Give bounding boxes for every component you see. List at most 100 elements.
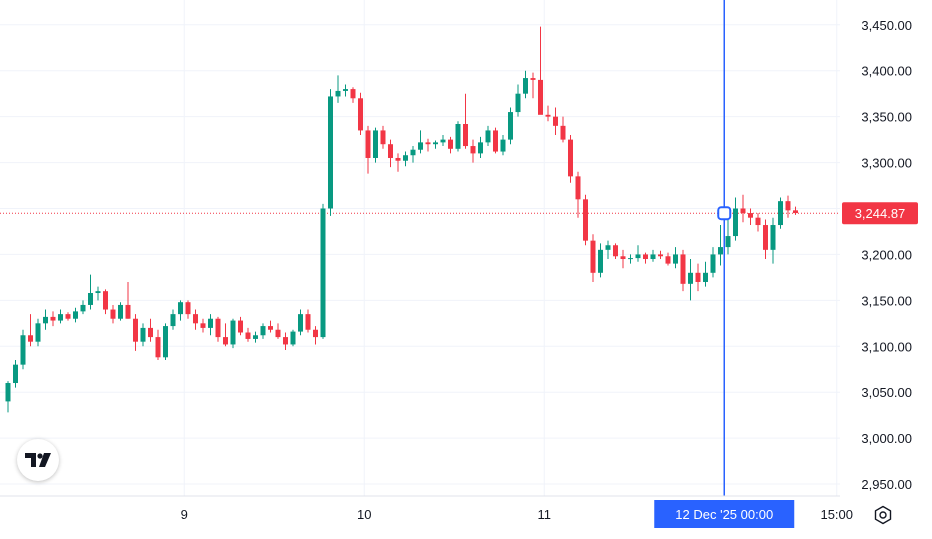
candle[interactable] — [343, 84, 348, 97]
candle[interactable] — [35, 318, 41, 347]
candle[interactable] — [305, 309, 311, 333]
candle[interactable] — [88, 274, 93, 310]
candle[interactable] — [335, 75, 341, 103]
candle[interactable] — [283, 332, 288, 350]
candle[interactable] — [380, 125, 386, 149]
candle[interactable] — [620, 249, 626, 269]
candle[interactable] — [403, 151, 408, 167]
candle[interactable] — [478, 136, 483, 158]
candle[interactable] — [193, 309, 198, 330]
candle[interactable] — [455, 121, 461, 152]
candle[interactable] — [43, 309, 48, 330]
candle[interactable] — [178, 300, 183, 321]
candle[interactable] — [268, 320, 273, 333]
candle[interactable] — [650, 249, 656, 262]
candle[interactable] — [613, 243, 618, 260]
candle[interactable] — [260, 323, 266, 339]
candle[interactable] — [725, 219, 731, 255]
candle[interactable] — [785, 195, 791, 218]
candle[interactable] — [275, 323, 281, 339]
candle[interactable] — [58, 309, 63, 324]
candle[interactable] — [365, 125, 371, 174]
candle[interactable] — [500, 135, 506, 156]
candle[interactable] — [568, 135, 573, 183]
candle[interactable] — [73, 307, 78, 323]
candle[interactable] — [320, 203, 326, 339]
candle[interactable] — [740, 194, 746, 223]
candle[interactable] — [373, 127, 378, 163]
candle[interactable] — [575, 171, 581, 218]
candle[interactable] — [328, 89, 333, 216]
candle[interactable] — [635, 245, 641, 262]
candle[interactable] — [440, 135, 446, 147]
candle[interactable] — [605, 240, 611, 260]
candle[interactable] — [388, 139, 393, 168]
candle[interactable] — [163, 323, 168, 361]
candle[interactable] — [658, 250, 663, 260]
candle[interactable] — [200, 318, 206, 333]
candle[interactable] — [230, 318, 236, 349]
candle[interactable] — [763, 219, 768, 260]
candle[interactable] — [695, 263, 701, 292]
candle[interactable] — [470, 139, 476, 163]
candle[interactable] — [530, 72, 536, 99]
candle[interactable] — [628, 254, 633, 264]
price-axis[interactable]: 3,450.003,400.003,350.003,300.003,250.00… — [861, 18, 912, 492]
candle[interactable] — [418, 130, 423, 154]
candle[interactable] — [485, 125, 491, 147]
candle[interactable] — [748, 208, 753, 226]
candle[interactable] — [50, 311, 56, 327]
candle[interactable] — [133, 314, 138, 351]
candle[interactable] — [155, 329, 161, 361]
candle[interactable] — [223, 323, 228, 347]
candle[interactable] — [493, 127, 498, 154]
candle[interactable] — [560, 116, 566, 143]
candle[interactable] — [110, 304, 116, 324]
candle[interactable] — [463, 93, 468, 149]
candle[interactable] — [215, 316, 221, 342]
candle[interactable] — [148, 318, 153, 342]
candle[interactable] — [140, 323, 146, 347]
tradingview-logo-icon[interactable] — [17, 439, 59, 481]
candle[interactable] — [13, 360, 18, 388]
candle[interactable] — [710, 247, 716, 278]
candle[interactable] — [755, 213, 761, 232]
candle[interactable] — [515, 84, 521, 117]
candle[interactable] — [313, 326, 318, 345]
time-axis[interactable]: 9 10 11 15:00 — [181, 507, 853, 522]
candle[interactable] — [545, 105, 551, 122]
candle[interactable] — [770, 217, 776, 264]
candle[interactable] — [433, 140, 438, 149]
candle[interactable] — [425, 138, 431, 152]
candle[interactable] — [793, 206, 798, 215]
candle[interactable] — [665, 252, 671, 266]
candle[interactable] — [65, 312, 71, 321]
candle[interactable] — [538, 26, 543, 115]
candle[interactable] — [118, 302, 123, 321]
candle[interactable] — [553, 107, 558, 136]
candle[interactable] — [253, 331, 258, 343]
candle[interactable] — [703, 261, 708, 287]
candle[interactable] — [20, 329, 26, 370]
candle[interactable] — [290, 329, 296, 347]
candle[interactable] — [583, 194, 588, 246]
candle[interactable] — [245, 327, 251, 342]
candle[interactable] — [95, 286, 101, 301]
candle[interactable] — [508, 107, 513, 145]
candle[interactable] — [590, 234, 596, 282]
candle[interactable] — [358, 92, 363, 136]
candle[interactable] — [28, 314, 33, 347]
candle[interactable] — [673, 247, 678, 269]
candle[interactable] — [448, 136, 453, 154]
candle[interactable] — [298, 309, 303, 336]
candle[interactable] — [733, 197, 738, 241]
candle[interactable] — [238, 316, 243, 336]
settings-gear-icon[interactable] — [870, 502, 896, 528]
candle[interactable] — [5, 381, 11, 413]
crosshair-marker[interactable] — [717, 206, 732, 221]
candle[interactable] — [103, 289, 108, 315]
candle[interactable] — [395, 153, 401, 172]
candle[interactable] — [680, 249, 686, 292]
candle[interactable] — [598, 243, 603, 278]
candle[interactable] — [718, 225, 723, 266]
